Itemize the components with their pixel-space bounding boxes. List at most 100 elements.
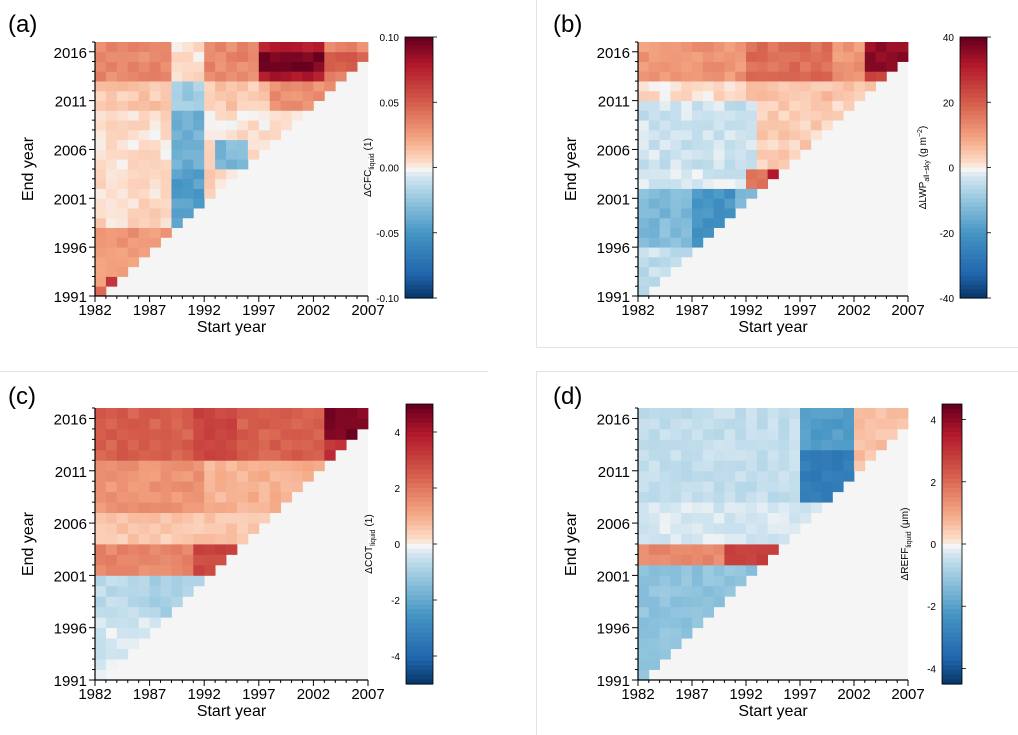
x-tick-label: 1997 <box>242 686 275 703</box>
colorbar-segment <box>406 553 433 559</box>
heatmap-cell <box>258 428 271 440</box>
colorbar-segment <box>960 154 987 160</box>
heatmap-cell <box>659 237 671 248</box>
heatmap-cell <box>789 428 801 440</box>
heatmap-cells <box>95 408 369 681</box>
y-axis-title: End year <box>20 136 37 201</box>
heatmap-cell <box>127 149 140 160</box>
heatmap-cell <box>204 544 216 555</box>
heatmap-cell <box>832 71 844 82</box>
heatmap-cell <box>160 120 172 131</box>
heatmap-cell <box>767 491 779 503</box>
heatmap-cell <box>247 42 260 53</box>
colorbar-segment <box>960 202 987 208</box>
x-axis-title: Start year <box>197 319 267 336</box>
heatmap-cell <box>767 408 779 419</box>
heatmap-cell <box>127 90 140 102</box>
colorbar-segment <box>942 567 962 573</box>
heatmap-cell <box>800 449 812 461</box>
heatmap-cell <box>692 575 704 587</box>
colorbar-title-unit: (μm) <box>900 508 911 529</box>
heatmap-cell <box>105 100 118 111</box>
heatmap-cell <box>800 81 812 92</box>
heatmap-cell <box>247 449 260 461</box>
heatmap-cell <box>670 169 682 180</box>
heatmap-cell <box>236 120 249 131</box>
heatmap-cell <box>800 42 812 53</box>
heatmap-cell <box>854 71 866 82</box>
y-tick-label: 2001 <box>597 568 630 585</box>
heatmap-cell <box>692 606 704 618</box>
heatmap-cell <box>681 227 693 238</box>
heatmap-cell <box>789 418 801 430</box>
colorbar-segment <box>942 539 962 545</box>
heatmap-cell <box>735 564 747 576</box>
heatmap-cell <box>746 149 758 160</box>
heatmap-cell <box>193 169 205 180</box>
heatmap-cell <box>116 439 129 451</box>
colorbar-segment <box>405 106 433 112</box>
heatmap-cell <box>291 408 303 419</box>
heatmap-cell <box>291 81 303 92</box>
heatmap-cell <box>313 51 325 62</box>
heatmap-cell <box>95 286 107 297</box>
heatmap-cell <box>821 51 833 62</box>
heatmap-cell <box>95 648 107 660</box>
heatmap-cell <box>95 129 107 141</box>
heatmap-cell <box>756 149 768 160</box>
heatmap-cell <box>702 178 714 189</box>
colorbar-segment <box>405 150 433 156</box>
heatmap-cell <box>138 120 150 131</box>
heatmap-cell <box>302 42 314 53</box>
heatmap-cell <box>638 659 650 670</box>
heatmap-cell <box>105 178 118 189</box>
heatmap-cell <box>638 408 650 419</box>
heatmap-cell <box>821 428 833 440</box>
heatmap-cell <box>778 491 790 503</box>
y-tick-label: 1996 <box>597 240 630 257</box>
heatmap-cell <box>638 71 650 82</box>
heatmap-cell <box>767 481 779 493</box>
heatmap-cell <box>138 227 150 238</box>
panel-b: (b)1982 1987 1992 1997 2002 20071991199620012… <box>553 11 991 336</box>
heatmap-cell <box>648 533 660 545</box>
heatmap-cell <box>735 481 747 493</box>
heatmap-cell <box>670 481 682 493</box>
x-tick-label: 1982 <box>78 686 111 703</box>
heatmap-cell <box>702 554 714 566</box>
heatmap-cell <box>335 408 347 419</box>
colorbar-segment <box>406 446 433 452</box>
heatmap-cell <box>670 208 682 219</box>
heatmap-cell <box>670 512 682 524</box>
heatmap-cell <box>204 139 216 150</box>
heatmap-cell <box>648 564 660 576</box>
heatmap-cell <box>215 449 227 461</box>
heatmap-cell <box>236 149 249 160</box>
heatmap-cell <box>182 100 194 111</box>
heatmap-cell <box>724 81 736 92</box>
heatmap-cell <box>105 428 118 440</box>
heatmap-cell <box>692 159 704 170</box>
heatmap-cell <box>149 554 161 566</box>
heatmap-cell <box>843 81 855 92</box>
heatmap-cell <box>247 81 260 92</box>
heatmap-cell <box>105 198 118 209</box>
heatmap-cell <box>659 408 671 419</box>
heatmap-cell <box>810 71 822 82</box>
y-tick-label: 2006 <box>54 516 87 533</box>
heatmap-cell <box>193 575 205 587</box>
heatmap-cell <box>713 100 725 111</box>
heatmap-cell <box>789 449 801 461</box>
heatmap-cell <box>193 533 205 545</box>
heatmap-cell <box>681 627 693 639</box>
heatmap-cell <box>692 502 704 514</box>
heatmap-cell <box>692 564 704 576</box>
heatmap-cell <box>95 90 107 102</box>
heatmap-cell <box>702 139 714 150</box>
heatmap-cell <box>116 169 129 180</box>
heatmap-cell <box>692 428 704 440</box>
heatmap-cell <box>713 523 725 534</box>
colorbar-segment <box>406 464 433 470</box>
heatmap-cell <box>149 512 161 524</box>
colorbar-segment <box>942 436 962 442</box>
